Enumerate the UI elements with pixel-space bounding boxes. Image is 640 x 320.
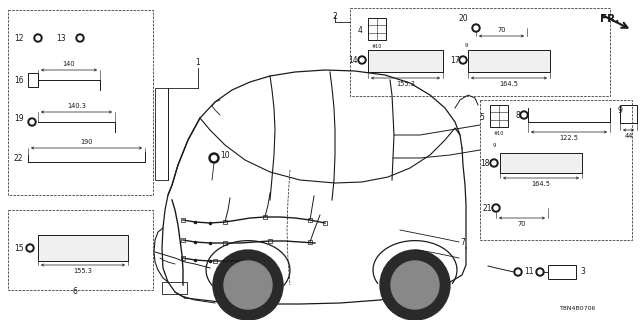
Bar: [468, 50, 550, 72]
Circle shape: [209, 153, 219, 163]
Text: 3: 3: [580, 268, 585, 276]
Circle shape: [211, 156, 216, 161]
Text: 9: 9: [618, 106, 623, 115]
Circle shape: [391, 261, 439, 309]
Circle shape: [492, 204, 500, 212]
Circle shape: [520, 111, 528, 119]
Bar: [238, 259, 242, 263]
Circle shape: [516, 270, 520, 274]
Bar: [181, 238, 185, 242]
Text: 4: 4: [357, 26, 362, 35]
Circle shape: [78, 36, 82, 40]
Bar: [350, 8, 610, 96]
Text: 70: 70: [518, 221, 526, 227]
Text: 164.5: 164.5: [499, 81, 518, 87]
Text: 44: 44: [624, 133, 633, 139]
Bar: [368, 50, 443, 72]
Bar: [548, 265, 576, 279]
Text: 7: 7: [460, 237, 465, 246]
Circle shape: [358, 56, 366, 64]
Text: 21: 21: [483, 204, 492, 212]
Text: 122.5: 122.5: [559, 135, 579, 141]
Circle shape: [459, 56, 467, 64]
Text: 6: 6: [72, 287, 77, 297]
Bar: [223, 220, 227, 224]
Circle shape: [461, 58, 465, 62]
Circle shape: [472, 24, 480, 32]
Text: #10: #10: [494, 131, 504, 136]
Text: 15: 15: [14, 244, 24, 252]
Text: 2: 2: [333, 12, 337, 21]
Bar: [8, 210, 153, 290]
Text: 164.5: 164.5: [531, 181, 550, 187]
Text: 12: 12: [14, 34, 24, 43]
Text: 19: 19: [14, 114, 24, 123]
Bar: [368, 18, 386, 40]
Circle shape: [30, 120, 34, 124]
Circle shape: [494, 206, 498, 210]
Bar: [500, 153, 582, 173]
Text: 9: 9: [492, 143, 496, 148]
Bar: [28, 73, 38, 87]
Bar: [155, 88, 168, 180]
Circle shape: [28, 118, 36, 126]
Text: 190: 190: [80, 139, 93, 145]
Bar: [162, 282, 187, 294]
Circle shape: [36, 36, 40, 40]
Bar: [323, 221, 327, 225]
Circle shape: [360, 58, 364, 62]
Text: 140: 140: [63, 61, 76, 67]
Text: 16: 16: [14, 76, 24, 84]
Bar: [263, 215, 267, 219]
Text: T8N4B0706: T8N4B0706: [560, 306, 596, 310]
Text: 9: 9: [464, 43, 468, 48]
Circle shape: [536, 268, 544, 276]
Circle shape: [514, 268, 522, 276]
Bar: [181, 256, 185, 260]
Circle shape: [213, 250, 283, 320]
Bar: [490, 105, 508, 127]
Bar: [308, 218, 312, 222]
Circle shape: [76, 34, 84, 42]
Circle shape: [224, 261, 272, 309]
Text: 14: 14: [348, 55, 358, 65]
Text: 17: 17: [451, 55, 460, 65]
Text: 20: 20: [458, 13, 468, 22]
Bar: [181, 218, 185, 222]
Circle shape: [490, 159, 498, 167]
Text: 5: 5: [479, 113, 484, 122]
Text: 11: 11: [524, 268, 534, 276]
Bar: [480, 100, 632, 240]
Bar: [38, 235, 128, 261]
Circle shape: [538, 270, 542, 274]
Circle shape: [474, 26, 478, 30]
Bar: [223, 241, 227, 245]
Circle shape: [492, 161, 496, 165]
Text: 155.3: 155.3: [74, 268, 92, 274]
Text: 8: 8: [515, 110, 520, 119]
Circle shape: [28, 246, 32, 250]
Bar: [620, 105, 637, 123]
Text: 140.3: 140.3: [67, 103, 86, 109]
Circle shape: [522, 113, 526, 117]
Text: 155.3: 155.3: [396, 81, 415, 87]
Bar: [8, 10, 153, 195]
Bar: [268, 239, 272, 243]
Circle shape: [34, 34, 42, 42]
Text: 70: 70: [497, 27, 506, 33]
Text: 22: 22: [14, 154, 24, 163]
Bar: [308, 240, 312, 244]
Text: 13: 13: [56, 34, 66, 43]
Bar: [213, 259, 217, 263]
Circle shape: [380, 250, 450, 320]
Text: 1: 1: [196, 58, 200, 67]
Text: 10: 10: [220, 150, 230, 159]
Text: FR.: FR.: [600, 14, 620, 24]
Text: #10: #10: [372, 44, 382, 49]
Text: 18: 18: [481, 158, 490, 167]
Circle shape: [26, 244, 34, 252]
